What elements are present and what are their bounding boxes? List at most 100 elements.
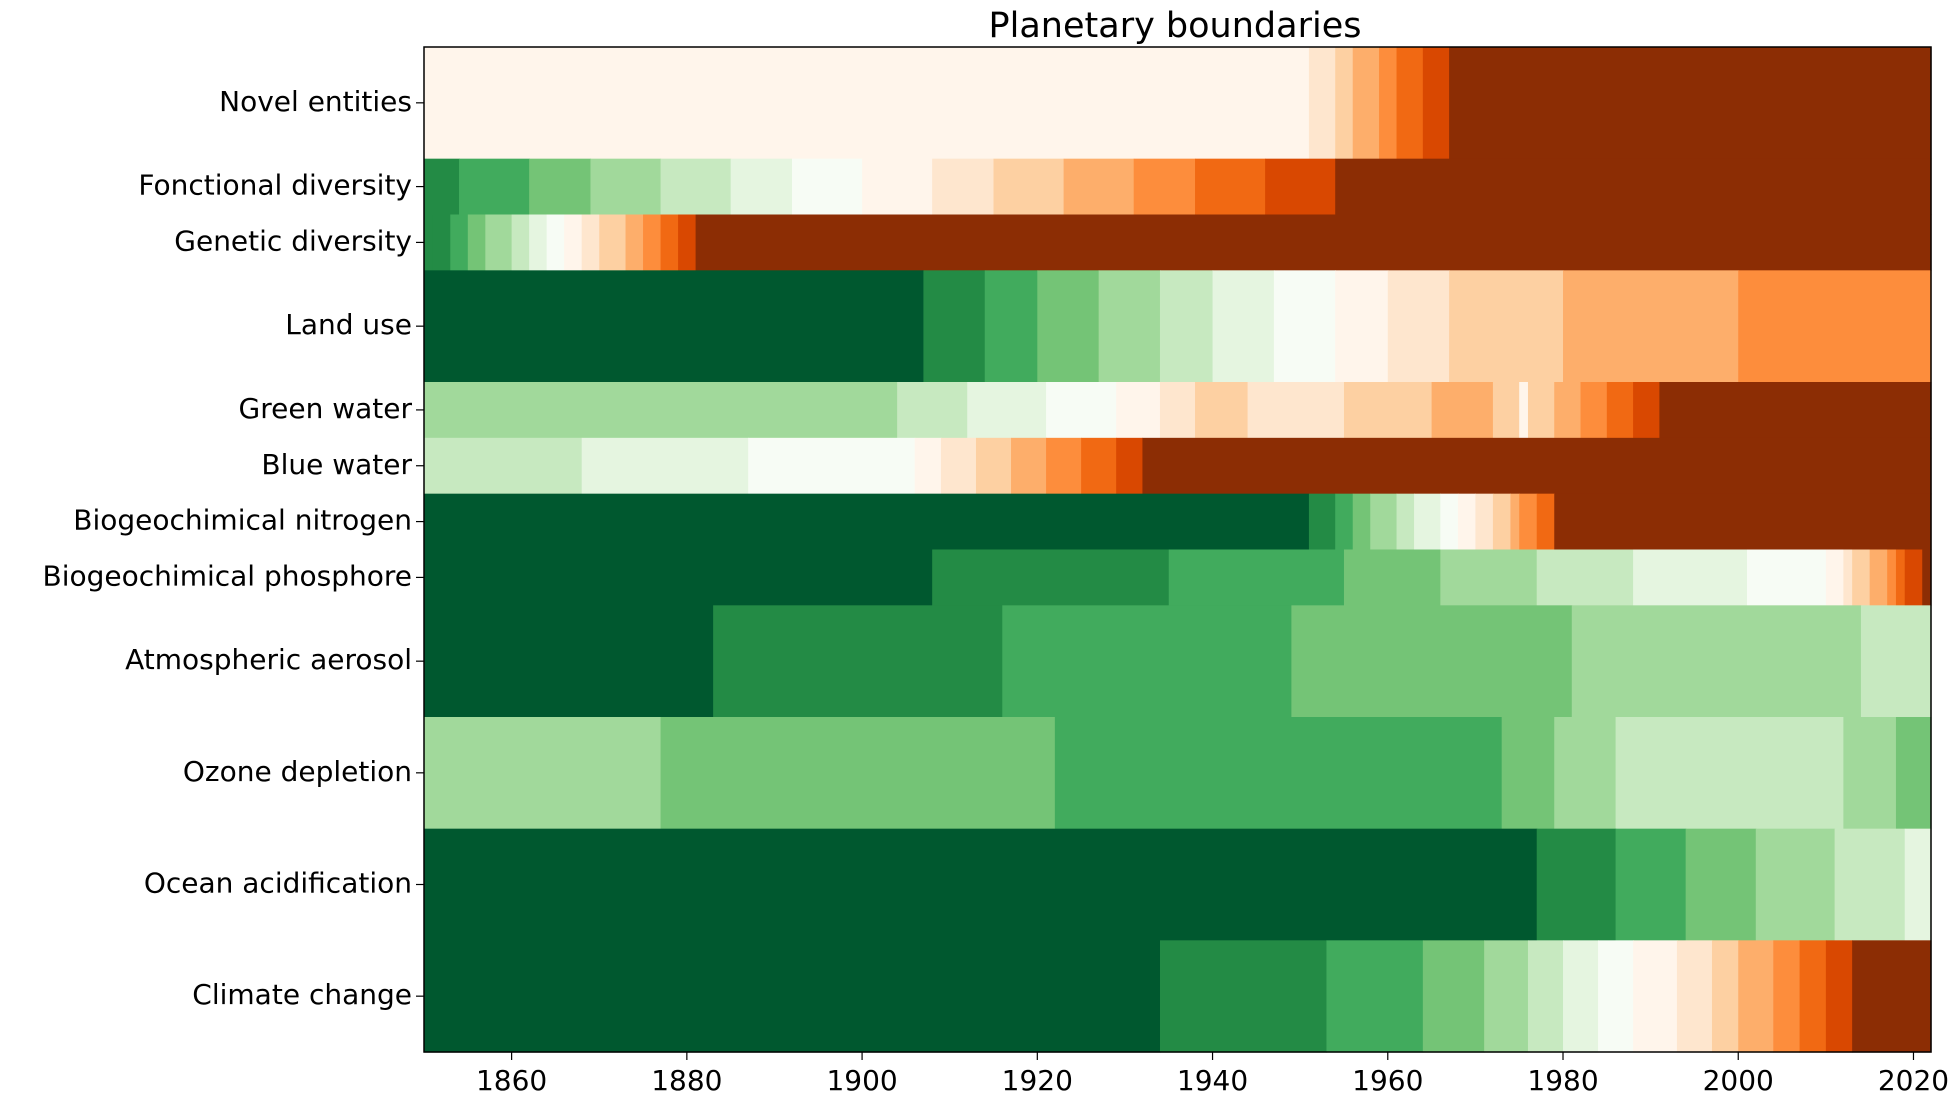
heatmap-cell — [424, 47, 1310, 160]
x-tick-label: 1880 — [651, 1064, 722, 1096]
heatmap-cell — [467, 214, 486, 271]
y-tick-label: Atmospheric aerosol — [125, 643, 412, 676]
heatmap-cell — [1431, 382, 1494, 439]
heatmap-cell — [1352, 47, 1380, 160]
heatmap-cell — [1492, 493, 1512, 551]
heatmap-cell — [1633, 549, 1748, 606]
heatmap-cell — [730, 158, 793, 216]
heatmap-cell — [1273, 270, 1336, 383]
heatmap-cell — [1308, 47, 1336, 160]
heatmap-cell — [713, 605, 1003, 718]
heatmap-cell — [1212, 270, 1275, 383]
heatmap-cell — [932, 549, 1170, 606]
heatmap-cell — [1519, 493, 1538, 551]
heatmap-cell — [424, 214, 434, 271]
heatmap-cell — [1747, 549, 1827, 606]
heatmap-cell — [450, 214, 469, 271]
heatmap-cell — [1563, 940, 1599, 1053]
heatmap-cell — [1527, 940, 1564, 1053]
heatmap-cell — [862, 158, 933, 216]
heatmap-cell — [1738, 940, 1774, 1053]
heatmap-cell — [897, 382, 968, 439]
heatmap-cell — [1633, 382, 1660, 439]
heatmap-cell — [1773, 940, 1801, 1053]
heatmap-cell — [1492, 382, 1520, 439]
heatmap-cell — [1711, 940, 1739, 1053]
heatmap-cell — [424, 158, 460, 216]
heatmap-cell — [1168, 549, 1345, 606]
heatmap-cell — [625, 214, 644, 271]
x-tick-label: 1860 — [476, 1064, 547, 1096]
heatmap-cell — [424, 382, 898, 439]
heatmap-cell — [424, 940, 1161, 1053]
heatmap-cell — [1563, 270, 1739, 383]
y-tick-label: Climate change — [192, 978, 412, 1011]
heatmap-cell — [1615, 828, 1687, 941]
heatmap-cell — [923, 270, 986, 383]
heatmap-cell — [1843, 717, 1897, 830]
heatmap-cell — [1379, 47, 1398, 160]
heatmap-cell — [1414, 493, 1441, 551]
heatmap-cell — [1536, 493, 1555, 551]
heatmap-cell — [1860, 605, 1932, 718]
x-tick-label: 1940 — [1177, 1064, 1248, 1096]
heatmap-cell — [1011, 437, 1047, 495]
heatmap-cell — [1633, 940, 1678, 1053]
heatmap-cell — [1895, 549, 1906, 606]
heatmap-cell — [1852, 549, 1871, 606]
y-axis-labels: Novel entities Fonctional diversity Geneti… — [43, 85, 424, 1011]
y-tick-label: Ocean acidification — [144, 867, 412, 900]
heatmap-cell — [529, 158, 592, 216]
heatmap-cell — [1843, 549, 1853, 606]
heatmap-cell — [1133, 158, 1196, 216]
y-tick-label: Novel entities — [219, 85, 412, 118]
heatmap-cell — [1116, 437, 1144, 495]
heatmap-cell — [1063, 158, 1135, 216]
heatmap-cell — [748, 437, 916, 495]
heatmap-cell — [1098, 270, 1161, 383]
heatmap-cell — [599, 214, 627, 271]
heatmap-cells — [424, 47, 1932, 1053]
heatmap-cell — [590, 158, 662, 216]
x-tick-label: 1920 — [1002, 1064, 1073, 1096]
heatmap-cell — [1554, 493, 1932, 551]
heatmap-cell — [1054, 717, 1503, 830]
heatmap-cell — [1142, 437, 1932, 495]
heatmap-cell — [1685, 828, 1757, 941]
heatmap-cell — [424, 717, 662, 830]
heatmap-cell — [485, 214, 513, 271]
heatmap-cell — [1852, 940, 1932, 1053]
heatmap-cell — [424, 828, 1538, 941]
heatmap-cell — [1825, 549, 1844, 606]
heatmap-cell — [1002, 605, 1292, 718]
heatmap-cell — [1343, 382, 1433, 439]
heatmap-cell — [1159, 382, 1196, 439]
x-tick-label: 2000 — [1703, 1064, 1774, 1096]
heatmap-cell — [932, 158, 995, 216]
heatmap-cell — [511, 214, 530, 271]
heatmap-cell — [660, 158, 732, 216]
heatmap-cell — [1501, 717, 1555, 830]
heatmap-cell — [1904, 828, 1932, 941]
heatmap-cell — [581, 437, 749, 495]
x-tick-label: 1900 — [826, 1064, 897, 1096]
heatmap-cell — [1554, 717, 1617, 830]
heatmap-cell — [1081, 437, 1117, 495]
heatmap-cell — [1387, 270, 1450, 383]
heatmap-cell — [1422, 940, 1485, 1053]
heatmap-cell — [1536, 549, 1634, 606]
y-tick-label: Biogeochimical nitrogen — [73, 504, 412, 537]
heatmap-cell — [1527, 382, 1555, 439]
heatmap-cell — [643, 214, 662, 271]
heatmap-cell — [1440, 493, 1459, 551]
heatmap-cell — [1046, 437, 1082, 495]
heatmap-cell — [1449, 270, 1564, 383]
heatmap-cell — [1159, 940, 1328, 1053]
heatmap-cell — [1606, 382, 1634, 439]
heatmap-cell — [1037, 270, 1100, 383]
plot-frame — [423, 46, 1932, 1053]
heatmap-cell — [678, 214, 697, 271]
heatmap-cell — [1484, 940, 1529, 1053]
heatmap-cell — [424, 605, 714, 718]
